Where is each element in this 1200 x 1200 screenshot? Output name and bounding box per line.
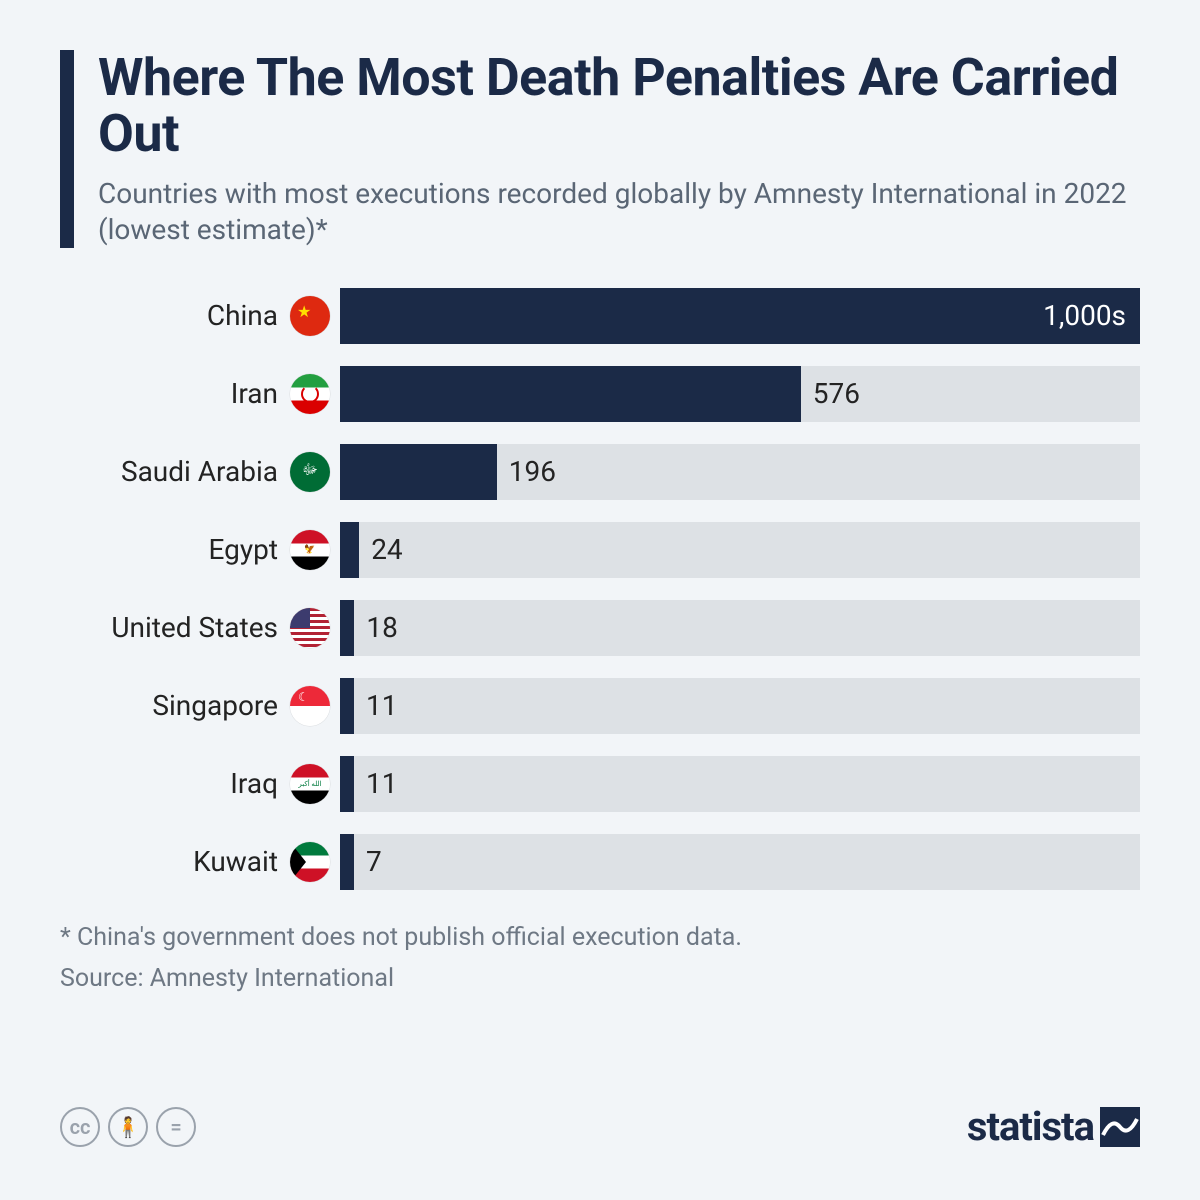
country-label: Egypt	[208, 533, 278, 566]
chart-title: Where The Most Death Penalties Are Carri…	[98, 50, 1140, 162]
bar-fill: 1,000s	[340, 288, 1140, 344]
chart-row: Saudi Arabia 196	[60, 442, 1140, 502]
bar-fill	[340, 678, 354, 734]
us-flag-icon	[290, 608, 330, 648]
statista-logo: statista	[967, 1103, 1140, 1150]
bar-value: 1,000s	[1043, 299, 1126, 332]
kw-flag-icon	[290, 842, 330, 882]
country-label: China	[207, 299, 278, 332]
country-label: Iran	[231, 377, 278, 410]
bar-value: 7	[366, 845, 382, 878]
label-cell: United States	[60, 608, 340, 648]
label-cell: Egypt	[60, 530, 340, 570]
bar-track: 576	[340, 366, 1140, 422]
header-accent-bar	[60, 50, 74, 248]
bar-track: 196	[340, 444, 1140, 500]
eg-flag-icon	[290, 530, 330, 570]
chart-row: China 1,000s	[60, 286, 1140, 346]
country-label: Iraq	[230, 767, 278, 800]
bar-fill	[340, 600, 354, 656]
footnote-source: Source: Amnesty International	[60, 961, 1140, 996]
chart-row: United States 18	[60, 598, 1140, 658]
label-cell: Iraq	[60, 764, 340, 804]
chart-footer: cc 🧍 = statista	[60, 1103, 1140, 1150]
bar-fill	[340, 834, 354, 890]
bar-fill	[340, 522, 359, 578]
bar-track: 1,000s	[340, 288, 1140, 344]
chart-row: Iran 576	[60, 364, 1140, 424]
by-icon: 🧍	[108, 1107, 148, 1147]
chart-row: Iraq 11	[60, 754, 1140, 814]
license-icons: cc 🧍 =	[60, 1107, 196, 1147]
bar-track: 11	[340, 756, 1140, 812]
chart-row: Singapore 11	[60, 676, 1140, 736]
bar-value: 576	[813, 377, 860, 410]
bar-fill	[340, 444, 497, 500]
bar-track: 7	[340, 834, 1140, 890]
ir-flag-icon	[290, 374, 330, 414]
country-label: Singapore	[152, 689, 278, 722]
chart-row: Kuwait 7	[60, 832, 1140, 892]
cn-flag-icon	[290, 296, 330, 336]
cc-icon: cc	[60, 1107, 100, 1147]
chart-header: Where The Most Death Penalties Are Carri…	[60, 50, 1140, 248]
bar-fill	[340, 366, 801, 422]
bar-value: 196	[509, 455, 556, 488]
bar-value: 18	[366, 611, 397, 644]
bar-fill	[340, 756, 354, 812]
brand-text: statista	[967, 1103, 1094, 1150]
label-cell: Saudi Arabia	[60, 452, 340, 492]
footnote-asterisk: * China's government does not publish of…	[60, 920, 1140, 955]
country-label: United States	[111, 611, 278, 644]
bar-track: 18	[340, 600, 1140, 656]
header-text: Where The Most Death Penalties Are Carri…	[98, 50, 1140, 248]
bar-track: 24	[340, 522, 1140, 578]
iq-flag-icon	[290, 764, 330, 804]
bar-value: 11	[366, 689, 397, 722]
nd-icon: =	[156, 1107, 196, 1147]
label-cell: China	[60, 296, 340, 336]
country-label: Saudi Arabia	[121, 455, 278, 488]
chart-row: Egypt 24	[60, 520, 1140, 580]
label-cell: Iran	[60, 374, 340, 414]
bar-value: 24	[371, 533, 402, 566]
bar-value: 11	[366, 767, 397, 800]
bar-chart: China 1,000s Iran 576 Saudi Arabia 196 Egypt 24…	[60, 286, 1140, 892]
label-cell: Kuwait	[60, 842, 340, 882]
sa-flag-icon	[290, 452, 330, 492]
chart-subtitle: Countries with most executions recorded …	[98, 176, 1140, 248]
country-label: Kuwait	[193, 845, 278, 878]
label-cell: Singapore	[60, 686, 340, 726]
bar-track: 11	[340, 678, 1140, 734]
brand-wave-icon	[1100, 1107, 1140, 1147]
sg-flag-icon	[290, 686, 330, 726]
